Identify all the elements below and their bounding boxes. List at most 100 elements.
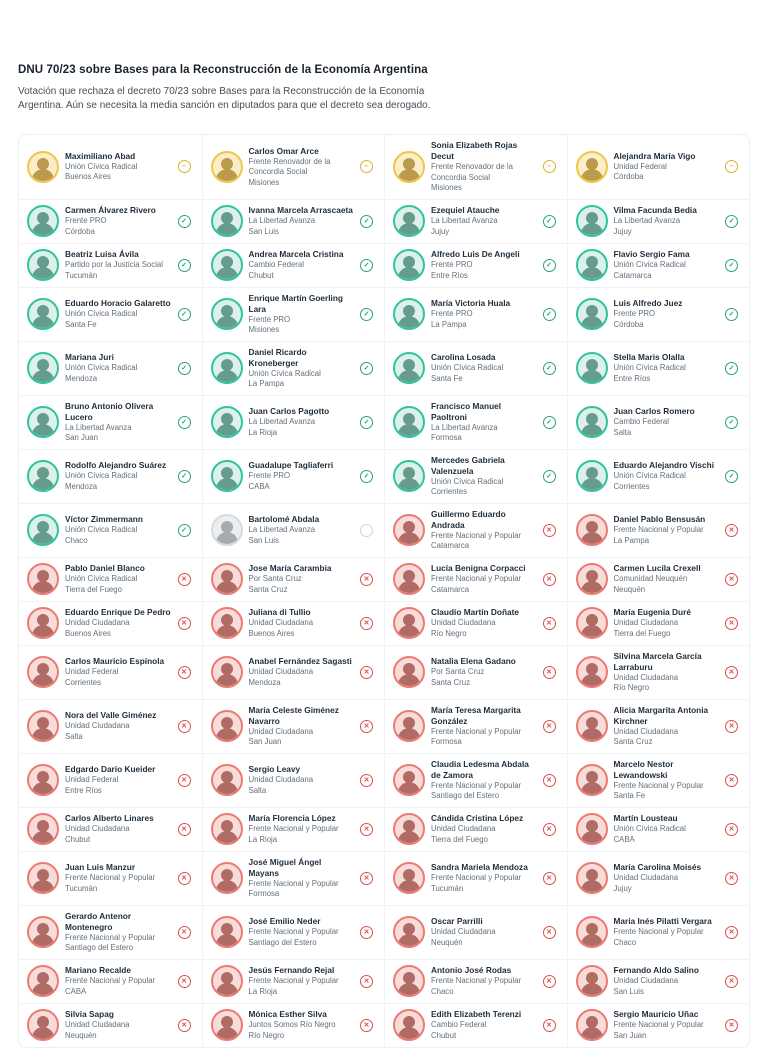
senator-name: María Celeste Giménez Navarro <box>248 704 339 726</box>
senator-card[interactable]: Andrea Marcela Cristina Cambio Federal C… <box>201 242 384 287</box>
senator-party: Frente Renovador de la Concordia Social <box>431 162 513 182</box>
senator-card[interactable]: Jesús Fernando Rejal Frente Nacional y P… <box>201 958 384 1003</box>
senator-card[interactable]: Marcelo Nestor Lewandowski Frente Nacion… <box>566 752 749 807</box>
senator-card[interactable]: Eduardo Enrique De Pedro Unidad Ciudadan… <box>19 600 202 645</box>
x-circle-icon: ✕ <box>360 773 373 787</box>
senator-card[interactable]: Carlos Mauricio Espínola Unidad Federal … <box>19 644 202 699</box>
senator-name: Cándida Cristina López <box>431 813 524 823</box>
senator-card[interactable]: Alicia Margarita Antonia Kirchner Unidad… <box>566 698 749 753</box>
senator-party: Unión Cívica Radical <box>65 309 138 318</box>
senator-card[interactable]: Eduardo Horacio Galaretto Unión Cívica R… <box>19 286 202 341</box>
senator-card[interactable]: Edgardo Darío Kueider Unidad Federal Ent… <box>19 752 202 807</box>
senator-card[interactable]: Sergio Mauricio Uñac Frente Nacional y P… <box>566 1002 749 1047</box>
senator-card[interactable]: Sergio Leavy Unidad Ciudadana Salta ✕ <box>201 752 384 807</box>
senator-party: Unidad Ciudadana <box>248 667 314 676</box>
senator-card[interactable]: María Inés Pilatti Vergara Frente Nacion… <box>566 904 749 959</box>
senator-card[interactable]: Mariano Recalde Frente Nacional y Popula… <box>19 958 202 1003</box>
senator-party: La Libertad Avanza <box>248 525 316 534</box>
senator-party: Frente PRO <box>613 309 656 318</box>
senator-card[interactable]: María Florencia López Frente Nacional y … <box>201 806 384 851</box>
senator-card[interactable]: Alejandra María Vigo Unidad Federal Córd… <box>566 135 750 199</box>
senator-card[interactable]: María Carolina Moisés Unidad Ciudadana J… <box>566 850 749 905</box>
senator-card[interactable]: Carolina Losada Unión Cívica Radical San… <box>384 340 567 395</box>
senator-card[interactable]: Sonia Elizabeth Rojas Decut Frente Renov… <box>384 135 567 199</box>
senator-avatar <box>393 965 425 997</box>
senator-card[interactable]: Alfredo Luis De Angeli Frente PRO Entre … <box>384 242 567 287</box>
x-circle-icon: ✕ <box>177 871 191 885</box>
senator-card[interactable]: María Teresa Margarita González Frente N… <box>384 698 567 753</box>
senator-card[interactable]: Rodolfo Alejandro Suárez Unión Cívica Ra… <box>19 448 202 503</box>
senator-avatar <box>27 965 59 997</box>
senator-card[interactable]: Silvina Marcela García Larraburu Unidad … <box>566 644 749 699</box>
senator-card[interactable]: Jose María Carambia Por Santa Cruz Santa… <box>201 556 384 601</box>
senator-name: Juan Carlos Romero <box>613 406 695 416</box>
senator-card[interactable]: José Miguel Ángel Mayans Frente Nacional… <box>201 850 384 905</box>
senator-card[interactable]: María Eugenia Duré Unidad Ciudadana Tier… <box>566 600 749 645</box>
senator-party: Frente Nacional y Popular <box>248 976 339 985</box>
senator-card[interactable]: Sandra Mariela Mendoza Frente Nacional y… <box>384 850 567 905</box>
senator-card[interactable]: Flavio Sergio Fama Unión Cívica Radical … <box>566 242 749 287</box>
senator-card[interactable]: María Victoria Huala Frente PRO La Pampa… <box>384 286 567 341</box>
senator-card[interactable]: Edith Elizabeth Terenzi Cambio Federal C… <box>384 1002 567 1047</box>
senator-card[interactable]: Silvia Sapag Unidad Ciudadana Neuquén ✕ <box>19 1002 202 1047</box>
senator-card[interactable]: Daniel Pablo Bensusán Frente Nacional y … <box>566 502 749 557</box>
senator-card[interactable]: Francisco Manuel Paoltroni La Libertad A… <box>384 394 567 449</box>
senator-card[interactable]: Cándida Cristina López Unidad Ciudadana … <box>384 806 567 851</box>
senator-party: Unión Cívica Radical <box>613 471 686 480</box>
senator-card[interactable]: Vilma Facunda Bedia La Libertad Avanza J… <box>566 198 749 243</box>
senator-card[interactable]: Ivanna Marcela Arrascaeta La Libertad Av… <box>201 198 384 243</box>
senator-card[interactable]: Nora del Valle Giménez Unidad Ciudadana … <box>19 698 202 753</box>
senator-card[interactable]: Fernando Aldo Salino Unidad Ciudadana Sa… <box>566 958 749 1003</box>
senator-card[interactable]: Antonio José Rodas Frente Nacional y Pop… <box>384 958 567 1003</box>
senator-card[interactable]: Carlos Alberto Linares Unidad Ciudadana … <box>19 806 202 851</box>
senator-card[interactable]: Ezequiel Atauche La Libertad Avanza Juju… <box>384 198 567 243</box>
senator-card[interactable]: Juan Carlos Pagotto La Libertad Avanza L… <box>201 394 384 449</box>
senator-card[interactable]: Beatriz Luisa Ávila Partido por la Justi… <box>19 242 202 287</box>
senator-card[interactable]: Martín Lousteau Unión Cívica Radical CAB… <box>566 806 749 851</box>
senator-province: Entre Ríos <box>613 373 651 383</box>
senator-card[interactable]: Mónica Esther Silva Juntos Somos Río Neg… <box>201 1002 384 1047</box>
senator-card[interactable]: Carmen Álvarez Rivero Frente PRO Córdoba… <box>19 198 202 243</box>
senator-card[interactable]: Anabel Fernández Sagasti Unidad Ciudadan… <box>201 644 384 699</box>
senator-province: Neuquén <box>431 937 463 947</box>
senator-card[interactable]: Stella Maris Olalla Unión Cívica Radical… <box>566 340 749 395</box>
senator-party: Frente Nacional y Popular <box>248 878 339 888</box>
senator-card[interactable]: Oscar Parrilli Unidad Ciudadana Neuquén … <box>384 904 567 959</box>
senator-card[interactable]: Bartolomé Abdala La Libertad Avanza San … <box>201 502 384 557</box>
senator-card[interactable]: Carlos Omar Arce Frente Renovador de la … <box>201 135 385 199</box>
senator-card[interactable]: Eduardo Alejandro Vischi Unión Cívica Ra… <box>566 448 749 503</box>
senator-card[interactable]: Mercedes Gabriela Valenzuela Unión Cívic… <box>384 448 567 503</box>
senator-card[interactable]: Mariana Juri Unión Cívica Radical Mendoz… <box>19 340 202 395</box>
senator-avatar <box>27 916 59 948</box>
senator-province: Catamarca <box>613 270 652 280</box>
senator-card[interactable]: Juan Luis Manzur Frente Nacional y Popul… <box>19 850 202 905</box>
senator-card[interactable]: Carmen Lucila Crexell Comunidad Neuquén … <box>566 556 749 601</box>
senator-card[interactable]: Bruno Antonio Olivera Lucero La Libertad… <box>19 394 202 449</box>
senator-name: Beatriz Luisa Ávila <box>65 249 139 259</box>
senator-card[interactable]: Claudio Martín Doñate Unidad Ciudadana R… <box>384 600 567 645</box>
senator-card[interactable]: Daniel Ricardo Kroneberger Unión Cívica … <box>201 340 384 395</box>
senator-card[interactable]: Luis Alfredo Juez Frente PRO Córdoba ✓ <box>566 286 749 341</box>
senator-card[interactable]: Víctor Zimmermann Unión Cívica Radical C… <box>19 502 202 557</box>
check-circle-icon: ✓ <box>725 258 738 272</box>
senator-card[interactable]: María Celeste Giménez Navarro Unidad Ciu… <box>201 698 384 753</box>
senator-card[interactable]: Juan Carlos Romero Cambio Federal Salta … <box>566 394 749 449</box>
senator-avatar <box>210 460 243 492</box>
senator-card[interactable]: Maximiliano Abad Unión Cívica Radical Bu… <box>19 135 202 199</box>
senator-card[interactable]: Natalia Elena Gadano Por Santa Cruz Sant… <box>384 644 567 699</box>
senator-card[interactable]: Guillermo Eduardo Andrada Frente Naciona… <box>384 502 567 557</box>
senator-card[interactable]: Pablo Daniel Blanco Unión Cívica Radical… <box>19 556 202 601</box>
senator-name: Alejandra María Vigo <box>613 150 696 161</box>
senator-province: Santiago del Estero <box>248 937 317 947</box>
check-circle-icon: ✓ <box>360 469 373 483</box>
senator-avatar <box>393 916 425 948</box>
senator-card[interactable]: Juliana di Tullio Unidad Ciudadana Bueno… <box>201 600 384 645</box>
senator-card[interactable]: Enrique Martín Goerling Lara Frente PRO … <box>201 286 384 341</box>
senator-avatar <box>575 460 608 492</box>
senator-name: María Inés Pilatti Vergara <box>613 916 712 926</box>
senator-card[interactable]: José Emilio Neder Frente Nacional y Popu… <box>201 904 384 959</box>
senator-card[interactable]: Lucía Benigna Corpacci Frente Nacional y… <box>384 556 567 601</box>
senator-card[interactable]: Guadalupe Tagliaferri Frente PRO CABA ✓ <box>201 448 384 503</box>
senator-card[interactable]: Claudia Ledesma Abdala de Zamora Frente … <box>384 752 567 807</box>
senator-card[interactable]: Gerardo Antenor Montenegro Frente Nacion… <box>19 904 202 959</box>
